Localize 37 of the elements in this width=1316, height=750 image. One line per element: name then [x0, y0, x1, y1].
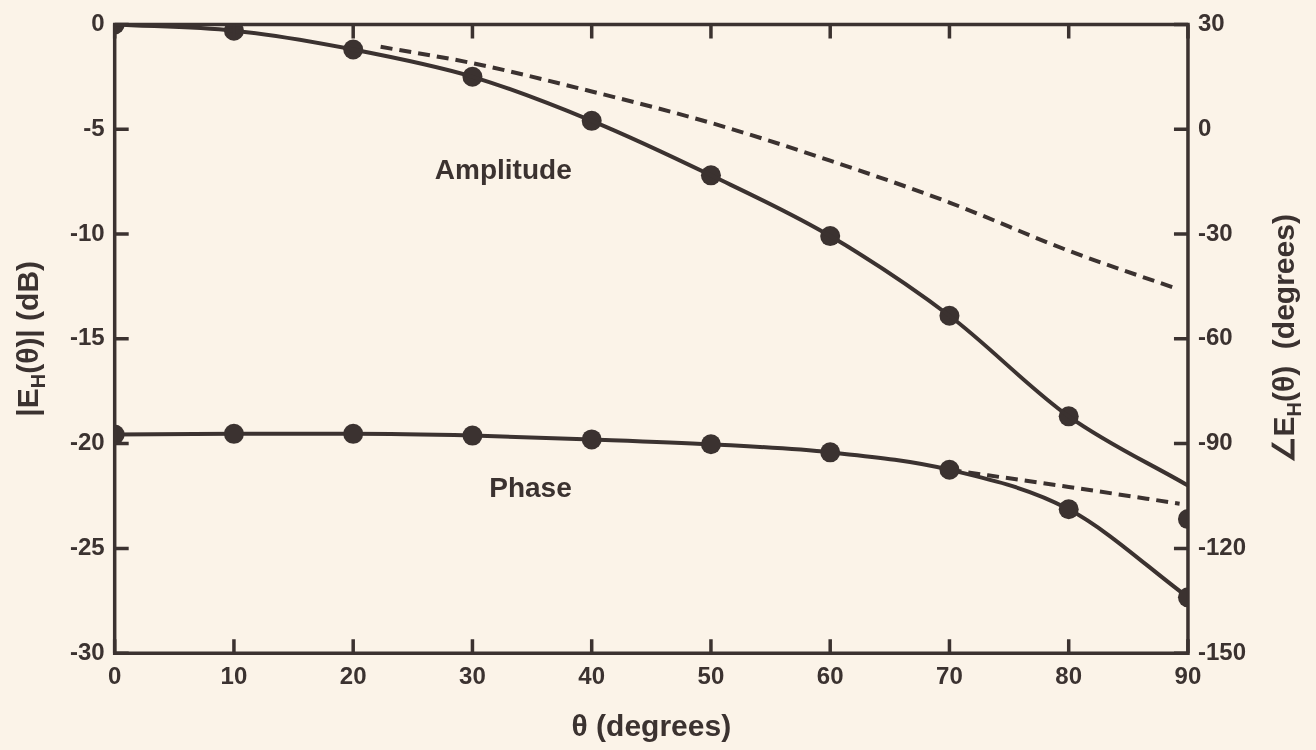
point	[462, 425, 483, 446]
point	[343, 423, 364, 444]
point	[581, 429, 602, 450]
point	[820, 442, 841, 463]
y-tick-label: -5	[83, 113, 105, 141]
point	[700, 434, 721, 455]
x-tick-label: 40	[578, 662, 606, 690]
x-tick-label: 30	[459, 662, 486, 690]
x-tick-label: 50	[697, 662, 725, 690]
y-tick-label: -20	[70, 428, 105, 456]
y-tick-label: -30	[70, 637, 105, 665]
y2-tick-label: -150	[1197, 637, 1247, 665]
y-tick-label: 0	[91, 9, 105, 37]
y2-tick-label: -30	[1197, 218, 1233, 246]
point	[939, 459, 960, 480]
y2-tick-label: -90	[1197, 428, 1233, 456]
x-tick-label: 80	[1055, 662, 1083, 690]
x-tick-label: 90	[1174, 662, 1202, 690]
point	[223, 423, 244, 444]
y-tick-label: -15	[70, 323, 105, 351]
y-tick-label: -25	[70, 533, 105, 561]
x-tick-label: 0	[108, 662, 122, 690]
x-tick-label: 60	[816, 662, 844, 690]
x-tick-label: 20	[339, 662, 367, 690]
y2-tick-label: 0	[1197, 113, 1212, 141]
x-tick-label: 10	[220, 662, 248, 690]
x-axis-title: θ (degrees)	[571, 709, 732, 743]
y2-tick-label: 30	[1197, 9, 1225, 37]
series-label: Amplitude	[434, 153, 572, 185]
y-axis-title: |EH(θ)| (dB)	[11, 260, 49, 417]
point	[1058, 499, 1079, 520]
x-tick-label: 70	[936, 662, 963, 690]
y2-tick-label: -120	[1197, 533, 1247, 561]
y2-tick-label: -60	[1197, 323, 1233, 351]
series-label: Phase	[489, 472, 572, 504]
y2-axis-title: ∠EH(θ) (degrees)	[1267, 214, 1305, 464]
y-tick-label: -10	[70, 218, 105, 246]
